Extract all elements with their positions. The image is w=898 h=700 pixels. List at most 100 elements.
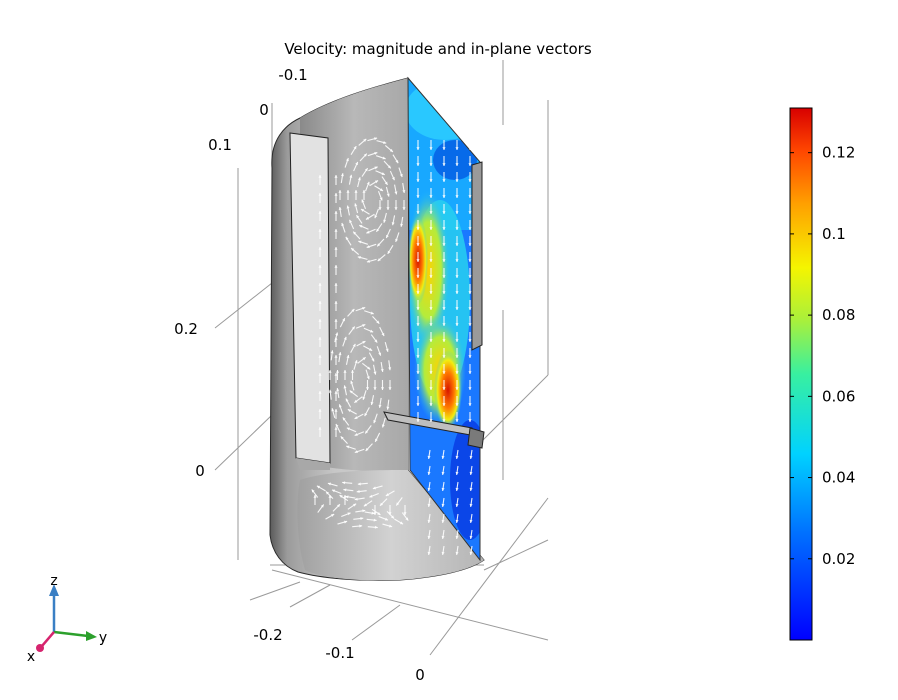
velocity-arrow <box>380 361 384 373</box>
velocity-arrow <box>318 373 322 383</box>
velocity-arrow <box>334 175 338 185</box>
velocity-arrow <box>346 445 356 450</box>
velocity-arrow <box>429 172 433 182</box>
velocity-arrow <box>403 505 407 515</box>
velocity-arrow <box>455 172 459 182</box>
velocity-arrow <box>455 252 459 262</box>
velocity-arrow <box>355 306 366 312</box>
velocity-arrow <box>386 510 395 519</box>
velocity-arrow <box>441 513 445 523</box>
velocity-arrow <box>388 380 392 390</box>
velocity-arrow <box>374 208 379 219</box>
velocity-arrow <box>338 404 344 414</box>
velocity-arrow <box>337 520 348 525</box>
velocity-arrow <box>429 236 433 246</box>
velocity-arrow <box>468 236 472 246</box>
colorbar-tick-label: 0.02 <box>822 550 855 568</box>
velocity-arrow <box>468 412 472 422</box>
velocity-arrow <box>455 465 459 475</box>
velocity-arrow <box>388 360 392 371</box>
velocity-arrow <box>350 343 356 353</box>
z-axis-label: z <box>50 573 57 589</box>
velocity-arrow <box>354 431 365 437</box>
velocity-arrow <box>469 545 473 555</box>
velocity-arrow <box>429 364 433 374</box>
velocity-arrow <box>334 193 338 203</box>
velocity-arrow <box>371 508 381 516</box>
velocity-arrow <box>365 443 373 452</box>
velocity-arrows <box>311 137 473 555</box>
velocity-arrow <box>455 284 459 294</box>
velocity-arrow <box>455 396 459 406</box>
velocity-arrow <box>334 337 338 347</box>
z-axis-arrowhead <box>49 584 59 596</box>
z-tick-label: 0 <box>195 462 205 480</box>
velocity-arrow <box>376 140 387 144</box>
velocity-arrow <box>468 252 472 262</box>
velocity-arrow <box>359 224 369 230</box>
velocity-arrow <box>318 265 322 275</box>
velocity-arrow <box>469 481 473 491</box>
velocity-arrow <box>378 515 389 521</box>
velocity-arrow <box>416 364 420 374</box>
velocity-arrow <box>311 489 319 498</box>
axis-tick-labels: -0.1 0 0.1 0.2 0 -0.2 -0.1 0 <box>174 66 425 684</box>
velocity-arrow <box>361 167 369 177</box>
velocity-arrow <box>334 373 338 383</box>
velocity-arrow <box>334 427 338 437</box>
velocity-arrow <box>416 396 420 406</box>
velocity-arrow <box>354 396 363 404</box>
velocity-arrow <box>363 327 374 333</box>
velocity-arrow <box>375 170 385 176</box>
velocity-arrow <box>346 205 350 216</box>
velocity-arrow <box>429 204 433 214</box>
velocity-arrow <box>346 427 357 433</box>
velocity-arrow <box>347 308 355 317</box>
velocity-arrow <box>325 491 334 500</box>
velocity-arrow <box>429 300 433 310</box>
velocity-arrow <box>354 413 364 420</box>
velocity-arrow <box>344 157 349 168</box>
velocity-arrow <box>367 525 378 529</box>
velocity-arrow <box>318 427 322 437</box>
y-axis-label: y <box>99 630 107 646</box>
velocity-arrow <box>416 332 420 342</box>
velocity-arrow <box>367 137 378 142</box>
velocity-arrow <box>442 284 446 294</box>
x-axis-label: x <box>27 649 35 665</box>
velocity-arrow <box>429 140 433 150</box>
x-axis-arrowhead <box>36 644 44 652</box>
velocity-arrow <box>427 449 431 459</box>
velocity-arrow <box>395 497 403 506</box>
velocity-arrow <box>318 355 322 365</box>
velocity-arrow <box>349 390 359 398</box>
velocity-arrow <box>385 228 391 239</box>
velocity-arrow <box>352 524 363 528</box>
velocity-arrow <box>429 396 433 406</box>
velocity-arrow <box>429 332 433 342</box>
velocity-arrow <box>354 190 358 200</box>
velocity-arrow <box>350 370 355 380</box>
velocity-arrow <box>343 385 348 396</box>
velocity-arrow <box>353 516 364 521</box>
velocity-arrow <box>354 203 359 214</box>
velocity-arrow <box>339 317 346 328</box>
velocity-arrow <box>334 391 338 401</box>
velocity-arrow <box>442 380 446 390</box>
velocity-arrow <box>357 356 366 364</box>
velocity-arrow <box>455 348 459 358</box>
velocity-arrow <box>442 348 446 358</box>
velocity-arrow <box>429 156 433 166</box>
velocity-arrow <box>368 352 375 362</box>
velocity-arrow <box>442 268 446 278</box>
velocity-arrow <box>455 380 459 390</box>
velocity-arrow <box>468 220 472 230</box>
velocity-arrow <box>318 319 322 329</box>
velocity-arrow <box>442 332 446 342</box>
velocity-arrow <box>416 284 420 294</box>
velocity-arrow <box>380 380 385 390</box>
velocity-arrow <box>363 500 373 507</box>
velocity-arrow <box>468 188 472 198</box>
velocity-arrow <box>370 334 378 343</box>
